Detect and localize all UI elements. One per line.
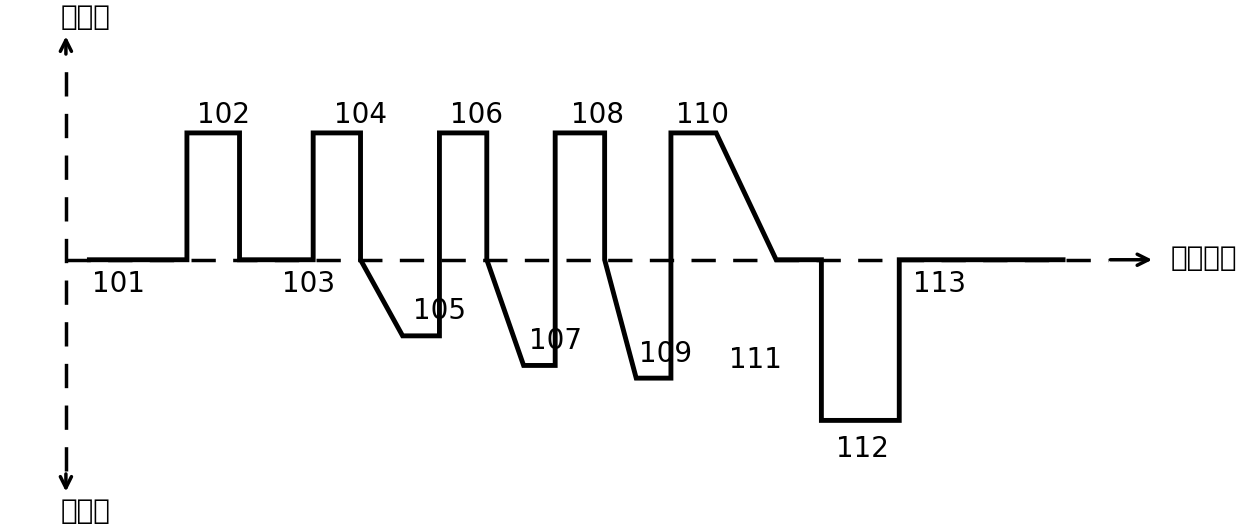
Text: 113: 113: [913, 270, 966, 298]
Text: 铝组分: 铝组分: [61, 497, 110, 525]
Text: 生长方向: 生长方向: [1171, 244, 1238, 272]
Text: 铟组分: 铟组分: [61, 4, 110, 31]
Text: 112: 112: [836, 435, 889, 463]
Text: 103: 103: [281, 270, 335, 298]
Text: 109: 109: [640, 340, 692, 368]
Text: 105: 105: [413, 297, 466, 325]
Text: 106: 106: [450, 101, 503, 129]
Text: 110: 110: [676, 101, 729, 129]
Text: 104: 104: [335, 101, 387, 129]
Text: 108: 108: [570, 101, 624, 129]
Text: 111: 111: [729, 346, 781, 374]
Text: 101: 101: [92, 270, 145, 298]
Text: 102: 102: [197, 101, 250, 129]
Text: 107: 107: [529, 327, 582, 355]
